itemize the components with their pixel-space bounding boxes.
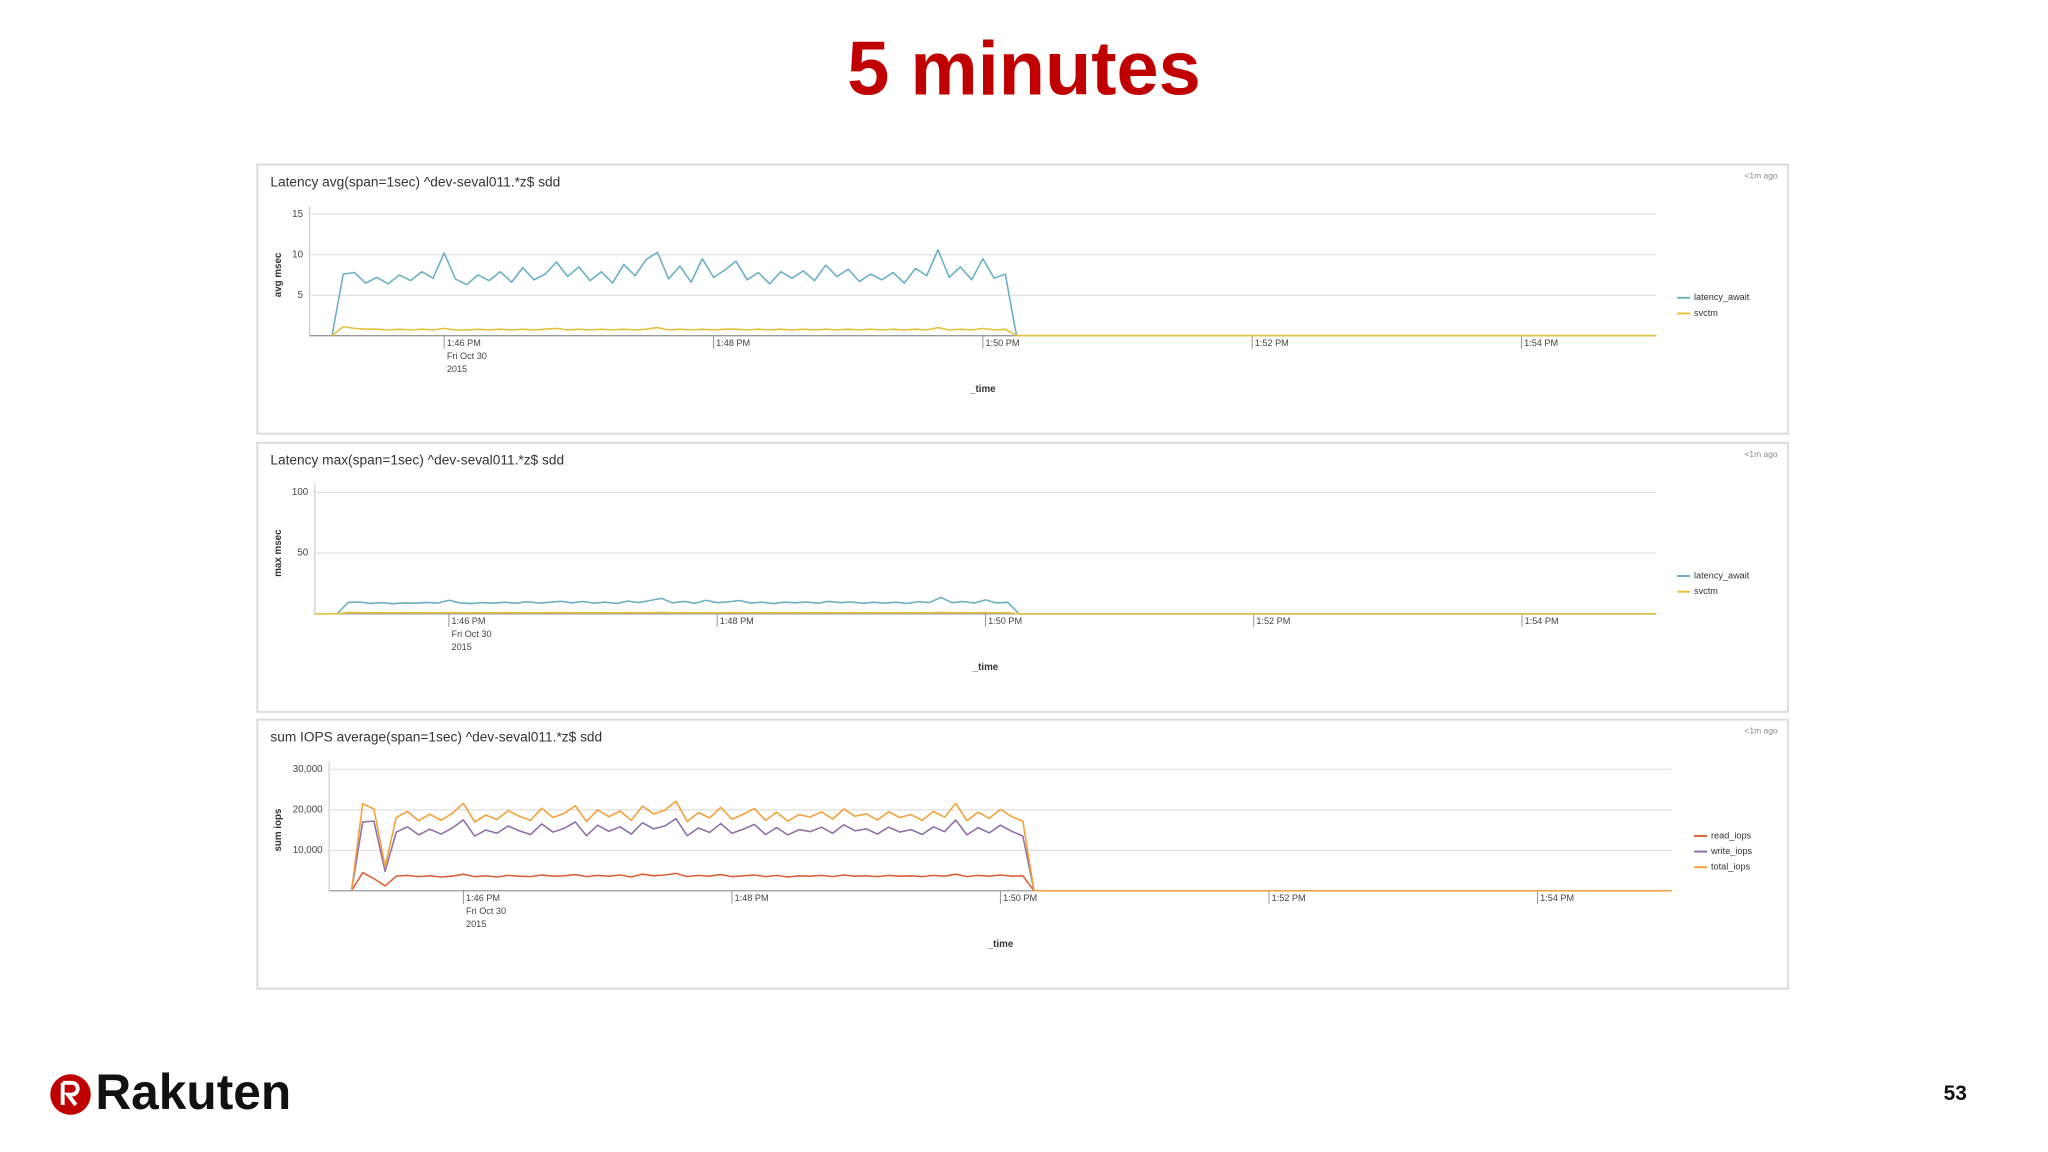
- slide-title: 5 minutes: [847, 26, 1201, 111]
- series-line: [350, 800, 1672, 892]
- timestamp: <1m ago: [1744, 171, 1777, 181]
- series-line: [350, 817, 1672, 892]
- page-number: 53: [1944, 1082, 1967, 1105]
- legend-label: latency_await: [1694, 292, 1750, 302]
- x-tick-label: 1:54 PM: [1524, 338, 1558, 348]
- x-tick-label: 2015: [466, 919, 486, 929]
- y-axis-label: max msec: [273, 529, 284, 577]
- chart-panel: Latency avg(span=1sec) ^dev-seval011.*z$…: [256, 163, 1790, 435]
- x-tick-label: 2015: [452, 642, 472, 652]
- x-tick-label: 1:50 PM: [1003, 893, 1037, 903]
- x-axis-label: _time: [969, 384, 996, 395]
- chart-title: sum IOPS average(span=1sec) ^dev-seval01…: [270, 730, 602, 745]
- x-tick-label: 1:50 PM: [988, 616, 1022, 626]
- y-tick-label: 20,000: [293, 804, 323, 815]
- chart-panel: sum IOPS average(span=1sec) ^dev-seval01…: [256, 718, 1790, 990]
- x-tick-label: 1:52 PM: [1256, 616, 1290, 626]
- series-line: [350, 871, 1672, 892]
- x-tick-label: 1:48 PM: [735, 893, 769, 903]
- legend-label: write_iops: [1710, 846, 1753, 856]
- x-axis-label: _time: [987, 939, 1014, 950]
- y-axis-label: sum iops: [273, 808, 284, 851]
- legend-label: svctm: [1694, 308, 1718, 318]
- panel-frame: [256, 441, 1790, 713]
- legend-label: latency_await: [1694, 570, 1750, 580]
- y-tick-label: 10,000: [293, 845, 323, 856]
- panel-frame: [256, 163, 1790, 435]
- series-line: [336, 596, 1657, 615]
- x-tick-label: Fri Oct 30: [452, 629, 492, 639]
- y-tick-label: 30,000: [293, 764, 323, 775]
- x-tick-label: 1:46 PM: [466, 893, 500, 903]
- logo: Rakuten: [50, 1064, 291, 1120]
- legend-label: read_iops: [1711, 830, 1752, 840]
- series-line: [331, 249, 1657, 337]
- y-tick-label: 10: [292, 249, 303, 260]
- y-tick-label: 15: [292, 209, 303, 220]
- x-tick-label: 1:46 PM: [447, 338, 481, 348]
- x-tick-label: 1:52 PM: [1255, 338, 1289, 348]
- y-tick-label: 50: [297, 548, 308, 559]
- x-tick-label: 1:46 PM: [452, 616, 486, 626]
- x-tick-label: 1:54 PM: [1525, 616, 1559, 626]
- y-axis-label: avg msec: [273, 252, 284, 297]
- y-tick-label: 5: [298, 290, 304, 301]
- y-tick-label: 100: [292, 487, 309, 498]
- timestamp: <1m ago: [1744, 449, 1777, 459]
- x-tick-label: Fri Oct 30: [466, 906, 506, 916]
- panel-frame: [256, 718, 1790, 990]
- x-tick-label: 1:48 PM: [720, 616, 754, 626]
- chart-title: Latency max(span=1sec) ^dev-seval011.*z$…: [270, 453, 564, 468]
- x-tick-label: 2015: [447, 364, 467, 374]
- chart-panel: Latency max(span=1sec) ^dev-seval011.*z$…: [256, 441, 1790, 713]
- x-tick-label: 1:48 PM: [716, 338, 750, 348]
- x-tick-label: 1:54 PM: [1540, 893, 1574, 903]
- series-line: [331, 325, 1657, 337]
- timestamp: <1m ago: [1744, 726, 1777, 736]
- x-tick-label: Fri Oct 30: [447, 351, 487, 361]
- x-axis-label: _time: [972, 662, 999, 673]
- chart-title: Latency avg(span=1sec) ^dev-seval011.*z$…: [270, 174, 560, 189]
- legend-label: total_iops: [1711, 862, 1750, 872]
- x-tick-label: 1:50 PM: [985, 338, 1019, 348]
- series-line: [314, 611, 1657, 615]
- x-tick-label: 1:52 PM: [1272, 893, 1306, 903]
- logo-text: Rakuten: [95, 1064, 291, 1120]
- logo-mark: [60, 1080, 80, 1107]
- legend-label: svctm: [1694, 586, 1718, 596]
